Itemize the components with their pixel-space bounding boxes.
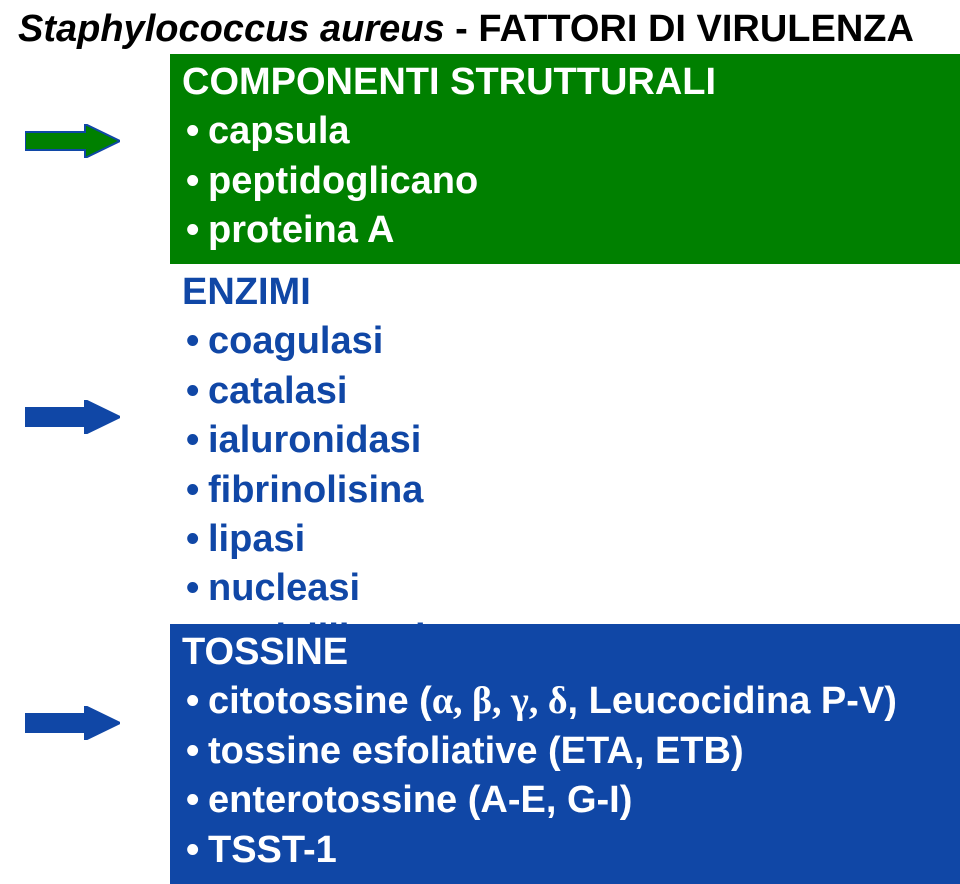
list-item: •coagulasi xyxy=(182,317,688,366)
list-item: •peptidoglicano xyxy=(182,157,948,206)
title-italic: Staphylococcus aureus xyxy=(18,8,445,50)
list-item: •catalasi xyxy=(182,367,688,416)
section-items: •tossine esfoliative (ETA, ETB)•enteroto… xyxy=(182,727,948,875)
section-heading: ENZIMI xyxy=(182,268,688,317)
list-item: •nucleasi xyxy=(182,564,688,613)
section-heading: COMPONENTI STRUTTURALI xyxy=(182,58,948,107)
section-tossine: TOSSINE •citotossine (α, β, γ, δ, Leucoc… xyxy=(170,624,960,884)
title-rest: - FATTORI DI VIRULENZA xyxy=(445,8,914,50)
arrow-icon xyxy=(25,124,120,158)
list-item: •proteina A xyxy=(182,206,948,255)
slide-title: Staphylococcus aureus - FATTORI DI VIRUL… xyxy=(18,8,914,51)
list-item: •TSST-1 xyxy=(182,826,948,875)
arrow-icon xyxy=(25,706,120,740)
section-heading: TOSSINE xyxy=(182,628,948,677)
item-post: , Leucocidina P-V) xyxy=(568,680,897,722)
list-item: •ialuronidasi xyxy=(182,416,688,465)
list-item: •tossine esfoliative (ETA, ETB) xyxy=(182,727,948,776)
list-item: •enterotossine (A-E, G-I) xyxy=(182,776,948,825)
list-item: •fibrinolisina xyxy=(182,466,688,515)
list-item: •lipasi xyxy=(182,515,688,564)
arrow-icon xyxy=(25,400,120,434)
section-items: •coagulasi•catalasi•ialuronidasi•fibrino… xyxy=(182,317,688,663)
list-item: •capsula xyxy=(182,107,948,156)
list-item: •citotossine (α, β, γ, δ, Leucocidina P-… xyxy=(182,677,948,726)
section-enzimi: ENZIMI •coagulasi•catalasi•ialuronidasi•… xyxy=(170,264,700,624)
item-pre: citotossine ( xyxy=(208,680,432,722)
section-componenti: COMPONENTI STRUTTURALI •capsula•peptidog… xyxy=(170,54,960,264)
item-greek: α, β, γ, δ xyxy=(432,680,568,722)
